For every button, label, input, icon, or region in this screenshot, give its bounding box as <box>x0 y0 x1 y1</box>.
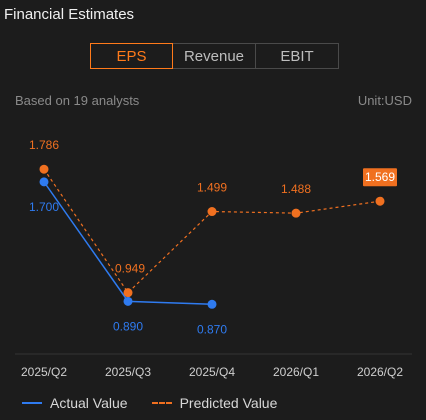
x-tick-label: 2025/Q4 <box>189 365 235 379</box>
legend-actual-swatch <box>22 402 42 404</box>
actual-point <box>123 296 133 306</box>
unit-label: Unit:USD <box>357 93 412 108</box>
analysts-note: Based on 19 analysts <box>15 93 140 108</box>
actual-data-label: 0.870 <box>197 322 227 336</box>
x-tick-label: 2025/Q3 <box>105 365 151 379</box>
legend-predicted: Predicted Value <box>151 395 278 411</box>
predicted-data-label: 0.949 <box>115 262 145 276</box>
predicted-point <box>375 196 385 206</box>
predicted-data-label: 1.569 <box>365 170 395 184</box>
actual-data-label: 1.700 <box>29 200 59 214</box>
predicted-data-label: 1.499 <box>197 181 227 195</box>
predicted-point <box>207 207 217 217</box>
page-title: Financial Estimates <box>4 6 135 23</box>
actual-series-line <box>43 181 213 306</box>
x-tick-label: 2025/Q2 <box>21 365 67 379</box>
legend-actual-label: Actual Value <box>50 395 128 411</box>
predicted-point <box>291 208 301 218</box>
x-tick-label: 2026/Q1 <box>273 365 319 379</box>
predicted-data-label: 1.786 <box>29 138 59 152</box>
legend-actual: Actual Value <box>22 395 128 411</box>
predicted-point <box>123 288 133 298</box>
actual-data-label: 0.890 <box>113 319 143 333</box>
predicted-point <box>39 164 49 174</box>
legend-predicted-swatch <box>151 402 172 404</box>
predicted-highlight-box <box>363 168 397 187</box>
tab-revenue[interactable]: Revenue <box>173 43 256 69</box>
actual-point <box>207 299 217 309</box>
chart-legend: Actual Value Predicted Value <box>22 395 301 411</box>
metric-tabs: EPS Revenue EBIT <box>90 43 339 69</box>
tab-ebit[interactable]: EBIT <box>256 43 339 69</box>
x-tick-label: 2026/Q2 <box>357 365 403 379</box>
legend-predicted-label: Predicted Value <box>179 395 278 411</box>
tab-eps[interactable]: EPS <box>90 43 173 69</box>
actual-point <box>39 177 49 187</box>
predicted-data-label: 1.488 <box>281 182 311 196</box>
